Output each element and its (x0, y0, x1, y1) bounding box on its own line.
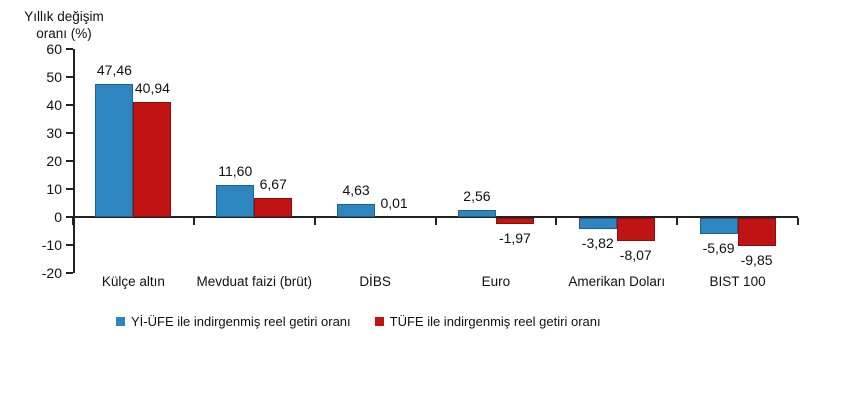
bar (495, 218, 534, 224)
x-tick (313, 218, 316, 225)
y-tick-label: 40 (46, 97, 62, 113)
y-tick-label: 60 (46, 41, 62, 57)
legend-item: TÜFE ile indirgenmiş reel getiri oranı (374, 314, 601, 329)
y-tick (66, 188, 73, 190)
y-tick (66, 48, 73, 50)
y-tick-label: -10 (41, 237, 62, 253)
x-tick (676, 218, 679, 225)
bar-value-label: -3,82 (581, 234, 614, 251)
bar-value-label: 47,46 (96, 62, 132, 79)
y-tick (66, 76, 73, 78)
y-tick (66, 244, 73, 246)
x-tick (192, 218, 195, 225)
category-label: Mevduat faizi (brüt) (196, 274, 313, 289)
bar-value-label: -1,97 (498, 229, 531, 246)
bar-value-label: 0,01 (380, 194, 408, 211)
legend-swatch-icon (374, 317, 384, 326)
y-tick (66, 272, 73, 274)
y-axis-title: Yıllık değişim oranı (%) (8, 8, 120, 42)
y-tick-label: -20 (41, 265, 62, 281)
bar (457, 209, 496, 217)
bar (133, 102, 172, 217)
y-tick (66, 216, 73, 218)
bar (578, 218, 617, 229)
y-axis-title-line2: oranı (%) (36, 26, 92, 41)
bar-value-label: -8,07 (619, 246, 652, 263)
bar (254, 198, 293, 217)
bar (337, 204, 376, 217)
bar-value-label: -9,85 (740, 251, 773, 268)
bar (737, 218, 776, 246)
bar (95, 84, 134, 217)
bar-value-label: -5,69 (702, 239, 735, 256)
y-tick-label: 30 (46, 125, 62, 141)
bar-value-label: 4,63 (342, 182, 370, 199)
x-tick (434, 218, 437, 225)
x-tick (555, 218, 558, 225)
category-label: BIST 100 (709, 274, 766, 289)
bar (616, 218, 655, 241)
y-axis-title-line1: Yıllık değişim (24, 9, 104, 24)
bar-value-label: 6,67 (259, 176, 287, 193)
bar (699, 218, 738, 234)
y-tick-label: 10 (46, 181, 62, 197)
category-label: Amerikan Doları (568, 274, 666, 289)
legend: Yİ-ÜFE ile indirgenmiş reel getiri oranı… (116, 314, 601, 329)
legend-label: Yİ-ÜFE ile indirgenmiş reel getiri oranı (131, 314, 351, 329)
category-label: Euro (481, 274, 511, 289)
bar-value-label: 2,56 (463, 187, 491, 204)
y-tick-label: 50 (46, 69, 62, 85)
category-label: DİBS (359, 274, 391, 289)
category-label: Külçe altın (101, 274, 165, 289)
y-tick-label: 0 (54, 209, 62, 225)
bar-value-label: 40,94 (134, 80, 170, 97)
y-tick (66, 132, 73, 134)
legend-label: TÜFE ile indirgenmiş reel getiri oranı (389, 314, 601, 329)
legend-item: Yİ-ÜFE ile indirgenmiş reel getiri oranı (116, 314, 351, 329)
y-tick (66, 104, 73, 106)
y-axis-line (73, 49, 75, 273)
y-tick-label: 20 (46, 153, 62, 169)
legend-swatch-icon (116, 317, 125, 326)
bar (216, 184, 255, 217)
x-axis-line (73, 216, 798, 218)
x-tick (72, 218, 74, 225)
x-tick (797, 218, 799, 225)
y-tick (66, 160, 73, 162)
bar-value-label: 11,60 (218, 162, 253, 179)
